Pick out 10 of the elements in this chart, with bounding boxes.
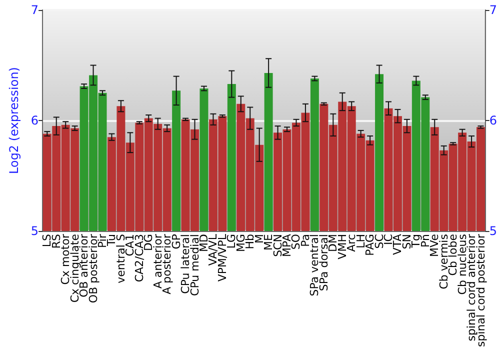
x-tick-label: Tg bbox=[410, 234, 423, 249]
y2-tick-label: 5 bbox=[489, 224, 498, 238]
y2-tick-label: 7 bbox=[489, 3, 498, 17]
x-tick-label: A posterior bbox=[160, 234, 174, 294]
y2-tick-label: 6 bbox=[489, 114, 498, 128]
y-tick-label: 5 bbox=[30, 224, 39, 238]
x-tick-label: OB posterior bbox=[86, 234, 100, 304]
y-tick-label: 7 bbox=[30, 3, 39, 17]
y-axis-title: Log2 (expression) bbox=[7, 67, 21, 174]
y-tick-label: 6 bbox=[30, 114, 39, 128]
